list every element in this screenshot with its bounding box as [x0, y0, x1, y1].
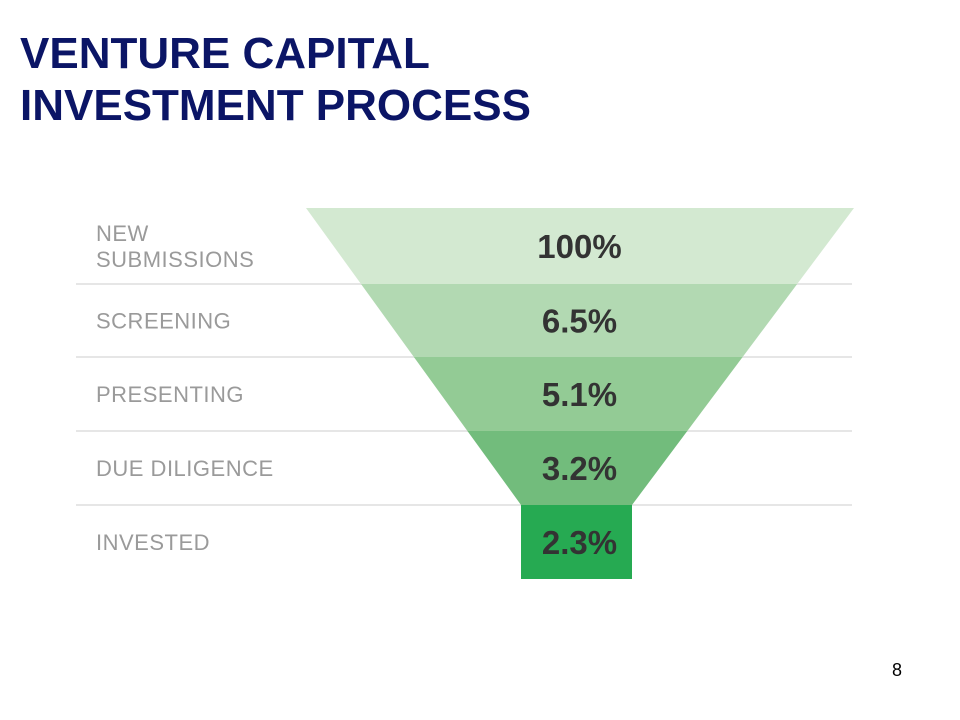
- funnel-segment-presenting: [413, 357, 743, 431]
- stage-label-due-diligence: DUE DILIGENCE: [96, 456, 274, 481]
- stage-label-presenting: PRESENTING: [96, 382, 244, 407]
- stage-value-new-submissions: 100%: [537, 228, 621, 265]
- stage-label-new-submissions: NEW SUBMISSIONS: [96, 221, 254, 272]
- stage-label-screening: SCREENING: [96, 309, 231, 334]
- stage-value-screening: 6.5%: [542, 303, 617, 340]
- slide-title-line-2: INVESTMENT PROCESS: [20, 81, 531, 130]
- slide-title: VENTURE CAPITAL INVESTMENT PROCESS: [20, 28, 531, 132]
- funnel-segment-new-submissions: [306, 208, 854, 284]
- stage-value-due-diligence: 3.2%: [542, 450, 617, 487]
- stage-value-presenting: 5.1%: [542, 376, 617, 413]
- slide-title-line-1: VENTURE CAPITAL: [20, 29, 430, 78]
- page-number: 8: [891, 660, 902, 680]
- funnel-segment-screening: [361, 284, 798, 357]
- funnel-segment-due-diligence: [467, 431, 688, 505]
- funnel-segment-invested: [521, 505, 632, 579]
- stage-value-invested: 2.3%: [542, 524, 617, 561]
- stage-label-invested: INVESTED: [96, 530, 210, 555]
